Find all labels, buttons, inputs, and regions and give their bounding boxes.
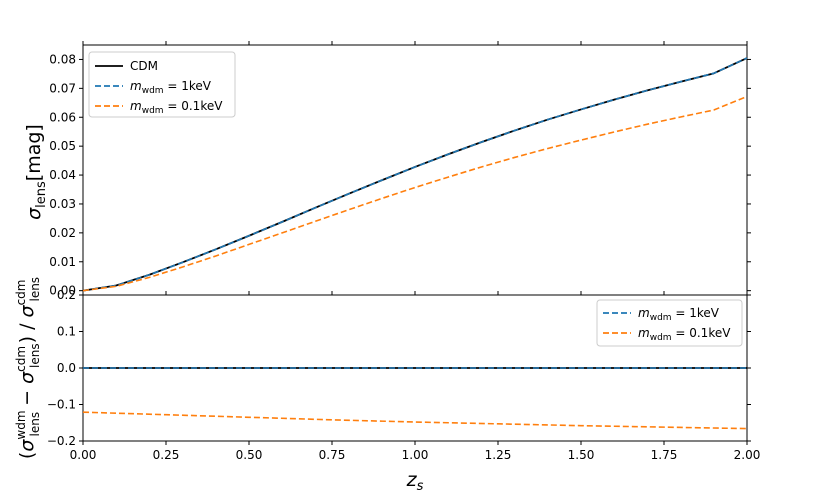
xtick-label: 0.50 [236,448,263,462]
legend-label-1kev: mwdm = 1keV [130,79,212,96]
bottom-ytick-label: 0.0 [57,361,76,375]
bottom-ytick-label: 0.1 [57,325,76,339]
top-legend: CDM mwdm = 1keV mwdm = 0.1keV [88,51,236,118]
bottom-legend: mwdm = 1keV mwdm = 0.1keV [596,299,743,347]
top-series-line-1 [82,57,748,292]
xtick-label: 1.75 [651,448,678,462]
bottom-ytick-label: −0.1 [47,398,76,412]
bottom-series-lines [82,367,748,430]
xtick-label: 1.50 [568,448,595,462]
bottom-y-ticks: −0.2 −0.1 0.0 0.1 0.2 [47,288,751,448]
bottom-legend-label-01kev: mwdm = 0.1keV [638,326,731,343]
xtick-label: 2.00 [734,448,761,462]
bottom-series-line-2 [82,411,748,430]
bottom-ytick-label: 0.2 [57,288,76,302]
bottom-legend-label-1kev: mwdm = 1keV [638,306,720,323]
top-y-ticks: 0.00 0.01 0.02 0.03 0.04 0.05 0.06 0.07 0.08 [49,52,751,298]
x-axis-label: zs [406,469,424,491]
top-series-line-2 [82,95,748,292]
legend-label-cdm: CDM [130,59,158,73]
top-ytick-label: 0.03 [49,197,76,211]
top-ytick-label: 0.05 [49,139,76,153]
top-ytick-label: 0.07 [49,81,76,95]
top-y-axis-label: σlens[mag] [23,124,49,220]
xtick-label: 1.00 [402,448,429,462]
top-ytick-label: 0.06 [49,110,76,124]
bottom-legend-box [596,299,743,347]
xtick-label: 0.00 [70,448,97,462]
bottom-ytick-label: −0.2 [47,434,76,448]
top-ytick-label: 0.02 [49,226,76,240]
top-ytick-label: 0.08 [49,52,76,66]
top-ytick-label: 0.04 [49,168,76,182]
top-series-lines [82,57,748,292]
xtick-label: 0.25 [153,448,180,462]
top-legend-box [88,51,236,118]
top-ytick-label: 0.00 [49,284,76,298]
xtick-label: 0.75 [319,448,346,462]
bottom-y-axis-label: (σwdmlens − σcdmlens) / σcdmlens [14,277,42,459]
top-ytick-label: 0.01 [49,255,76,269]
xtick-label: 1.25 [485,448,512,462]
legend-label-01kev: mwdm = 0.1keV [130,99,223,116]
x-ticks: 0.00 0.25 0.50 0.75 1.00 1.25 1.50 1.75 2.00 [70,41,761,462]
